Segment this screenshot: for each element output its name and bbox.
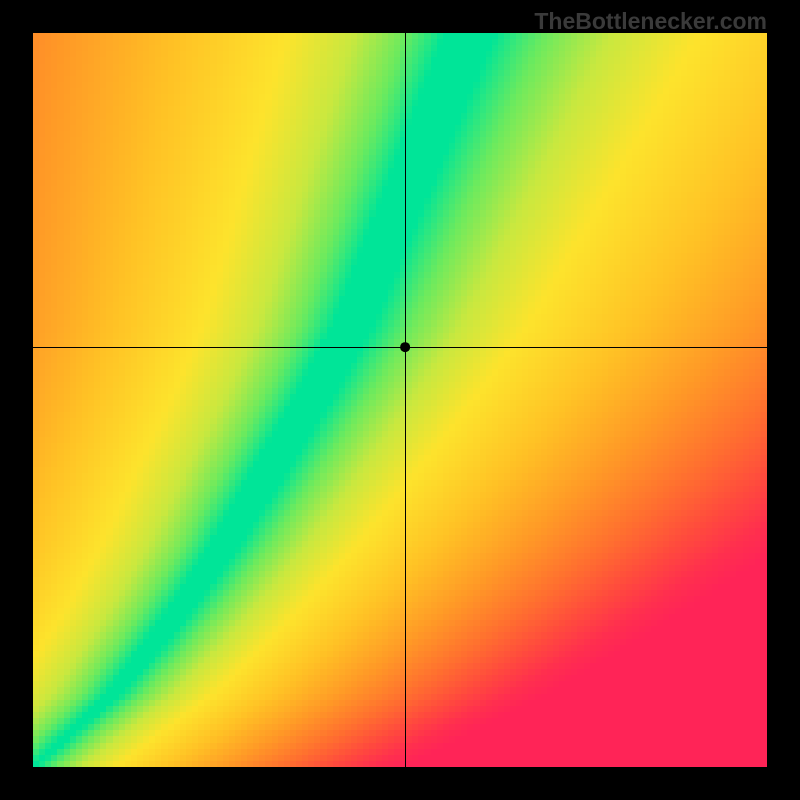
watermark-text: TheBottlenecker.com (534, 8, 767, 35)
bottleneck-heatmap (0, 0, 800, 800)
chart-container: TheBottlenecker.com (0, 0, 800, 800)
